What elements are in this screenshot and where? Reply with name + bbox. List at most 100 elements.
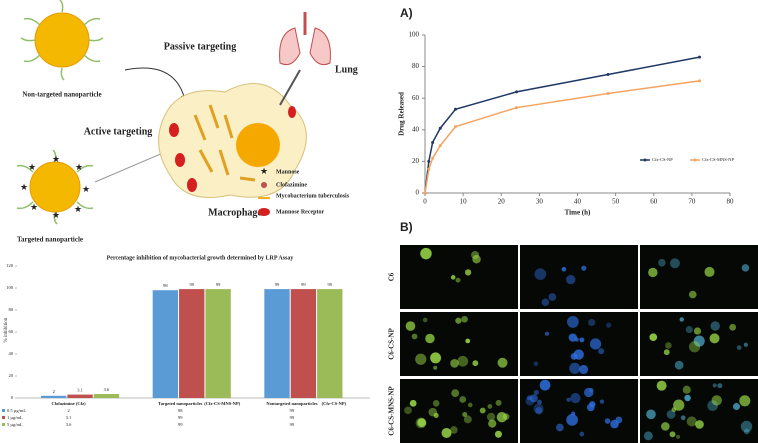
cell	[539, 379, 551, 391]
cell	[415, 353, 427, 365]
legend-icon: ★	[260, 166, 268, 176]
y-tick-label: 60	[9, 329, 14, 334]
cell	[422, 317, 428, 323]
cell	[605, 322, 612, 328]
cell	[688, 341, 701, 353]
cell	[486, 412, 496, 422]
cell	[598, 348, 605, 355]
data-label: 3.1	[77, 388, 83, 393]
cell	[743, 342, 749, 347]
cell	[675, 434, 681, 439]
cell	[472, 254, 481, 264]
x-tick-label: 30	[536, 198, 544, 206]
data-label: 3.6	[104, 387, 110, 392]
cell	[488, 419, 497, 428]
marker	[698, 79, 701, 83]
cell	[494, 430, 502, 438]
x-axis-label: Time (h)	[565, 209, 591, 217]
cell	[409, 399, 417, 407]
micrograph	[520, 245, 638, 309]
cell	[548, 293, 557, 301]
cell	[674, 360, 684, 370]
marker	[698, 55, 701, 59]
table-cell: 99	[290, 408, 295, 413]
svg-text:★: ★	[52, 154, 60, 164]
data-label: 98	[163, 283, 168, 288]
y-tick-label: 120	[6, 263, 14, 268]
cell	[479, 407, 486, 414]
bar	[41, 395, 67, 398]
cell	[569, 362, 581, 374]
y-tick-label: 80	[412, 62, 420, 70]
legend-marker	[693, 158, 697, 162]
series-line	[424, 80, 700, 194]
cell	[566, 414, 578, 426]
marker	[431, 156, 435, 160]
cell	[462, 411, 468, 417]
cell	[459, 396, 467, 403]
label: Lung	[335, 64, 358, 75]
series-line	[424, 56, 700, 194]
svg-text:★: ★	[52, 210, 60, 220]
table-cell: 99	[290, 422, 295, 427]
bar	[317, 289, 343, 398]
cell	[495, 399, 502, 406]
cell	[599, 399, 605, 404]
nanoparticle-chains	[16, 149, 94, 225]
cell	[455, 277, 461, 283]
cell	[685, 326, 693, 334]
cell	[455, 317, 462, 324]
x-tick-label: 60	[650, 198, 658, 206]
marker	[427, 159, 431, 163]
y-tick-label: 20	[412, 157, 420, 165]
cell	[441, 427, 452, 438]
cell	[404, 406, 412, 415]
data-label: 99	[328, 282, 333, 287]
cell	[566, 397, 571, 402]
diagram: Non-targeted nanoparticle ★ ★★ ★★ ★★★ Targe…	[16, 0, 358, 244]
cell	[586, 403, 595, 412]
lung	[279, 27, 331, 66]
cell	[663, 349, 670, 356]
cell	[693, 327, 702, 335]
bar	[67, 394, 93, 398]
cell	[566, 274, 576, 285]
cell	[533, 403, 544, 414]
cell	[686, 416, 697, 427]
legend-label: 1 µg/mL	[7, 415, 23, 420]
bar	[179, 289, 205, 398]
cell	[710, 321, 720, 331]
cell	[679, 317, 684, 322]
cell	[457, 355, 469, 367]
cell	[537, 399, 542, 405]
x-tick-label: Nontargeted nanoparticles	[266, 401, 317, 406]
label: Targeted nanoparticle	[17, 236, 83, 244]
data-label: 99	[189, 282, 194, 287]
bar	[290, 289, 317, 398]
legend-swatch	[2, 416, 5, 419]
y-tick-label: 0	[416, 189, 420, 197]
x-tick-label: 70	[688, 198, 696, 206]
nanoparticle	[34, 12, 90, 68]
cell	[465, 338, 471, 344]
marker	[431, 140, 435, 144]
cell	[533, 389, 539, 396]
cell	[561, 266, 567, 272]
cell	[450, 426, 458, 434]
cell	[669, 431, 676, 438]
micrograph	[640, 245, 758, 309]
cell	[579, 364, 589, 375]
y-axis-label: % inhibition	[4, 317, 9, 342]
cell	[648, 267, 658, 278]
arrow	[124, 67, 186, 101]
legend-label: 0.5 µg/mL	[7, 408, 26, 413]
table-cell: 99	[178, 415, 183, 420]
row-label: C6-CS-NP	[388, 328, 396, 360]
cell	[417, 418, 427, 427]
marker	[454, 125, 457, 129]
cell	[405, 321, 416, 331]
table-cell: 2	[67, 408, 69, 413]
cell	[709, 333, 720, 344]
y-tick-label: 100	[409, 31, 420, 39]
cell	[570, 392, 581, 404]
